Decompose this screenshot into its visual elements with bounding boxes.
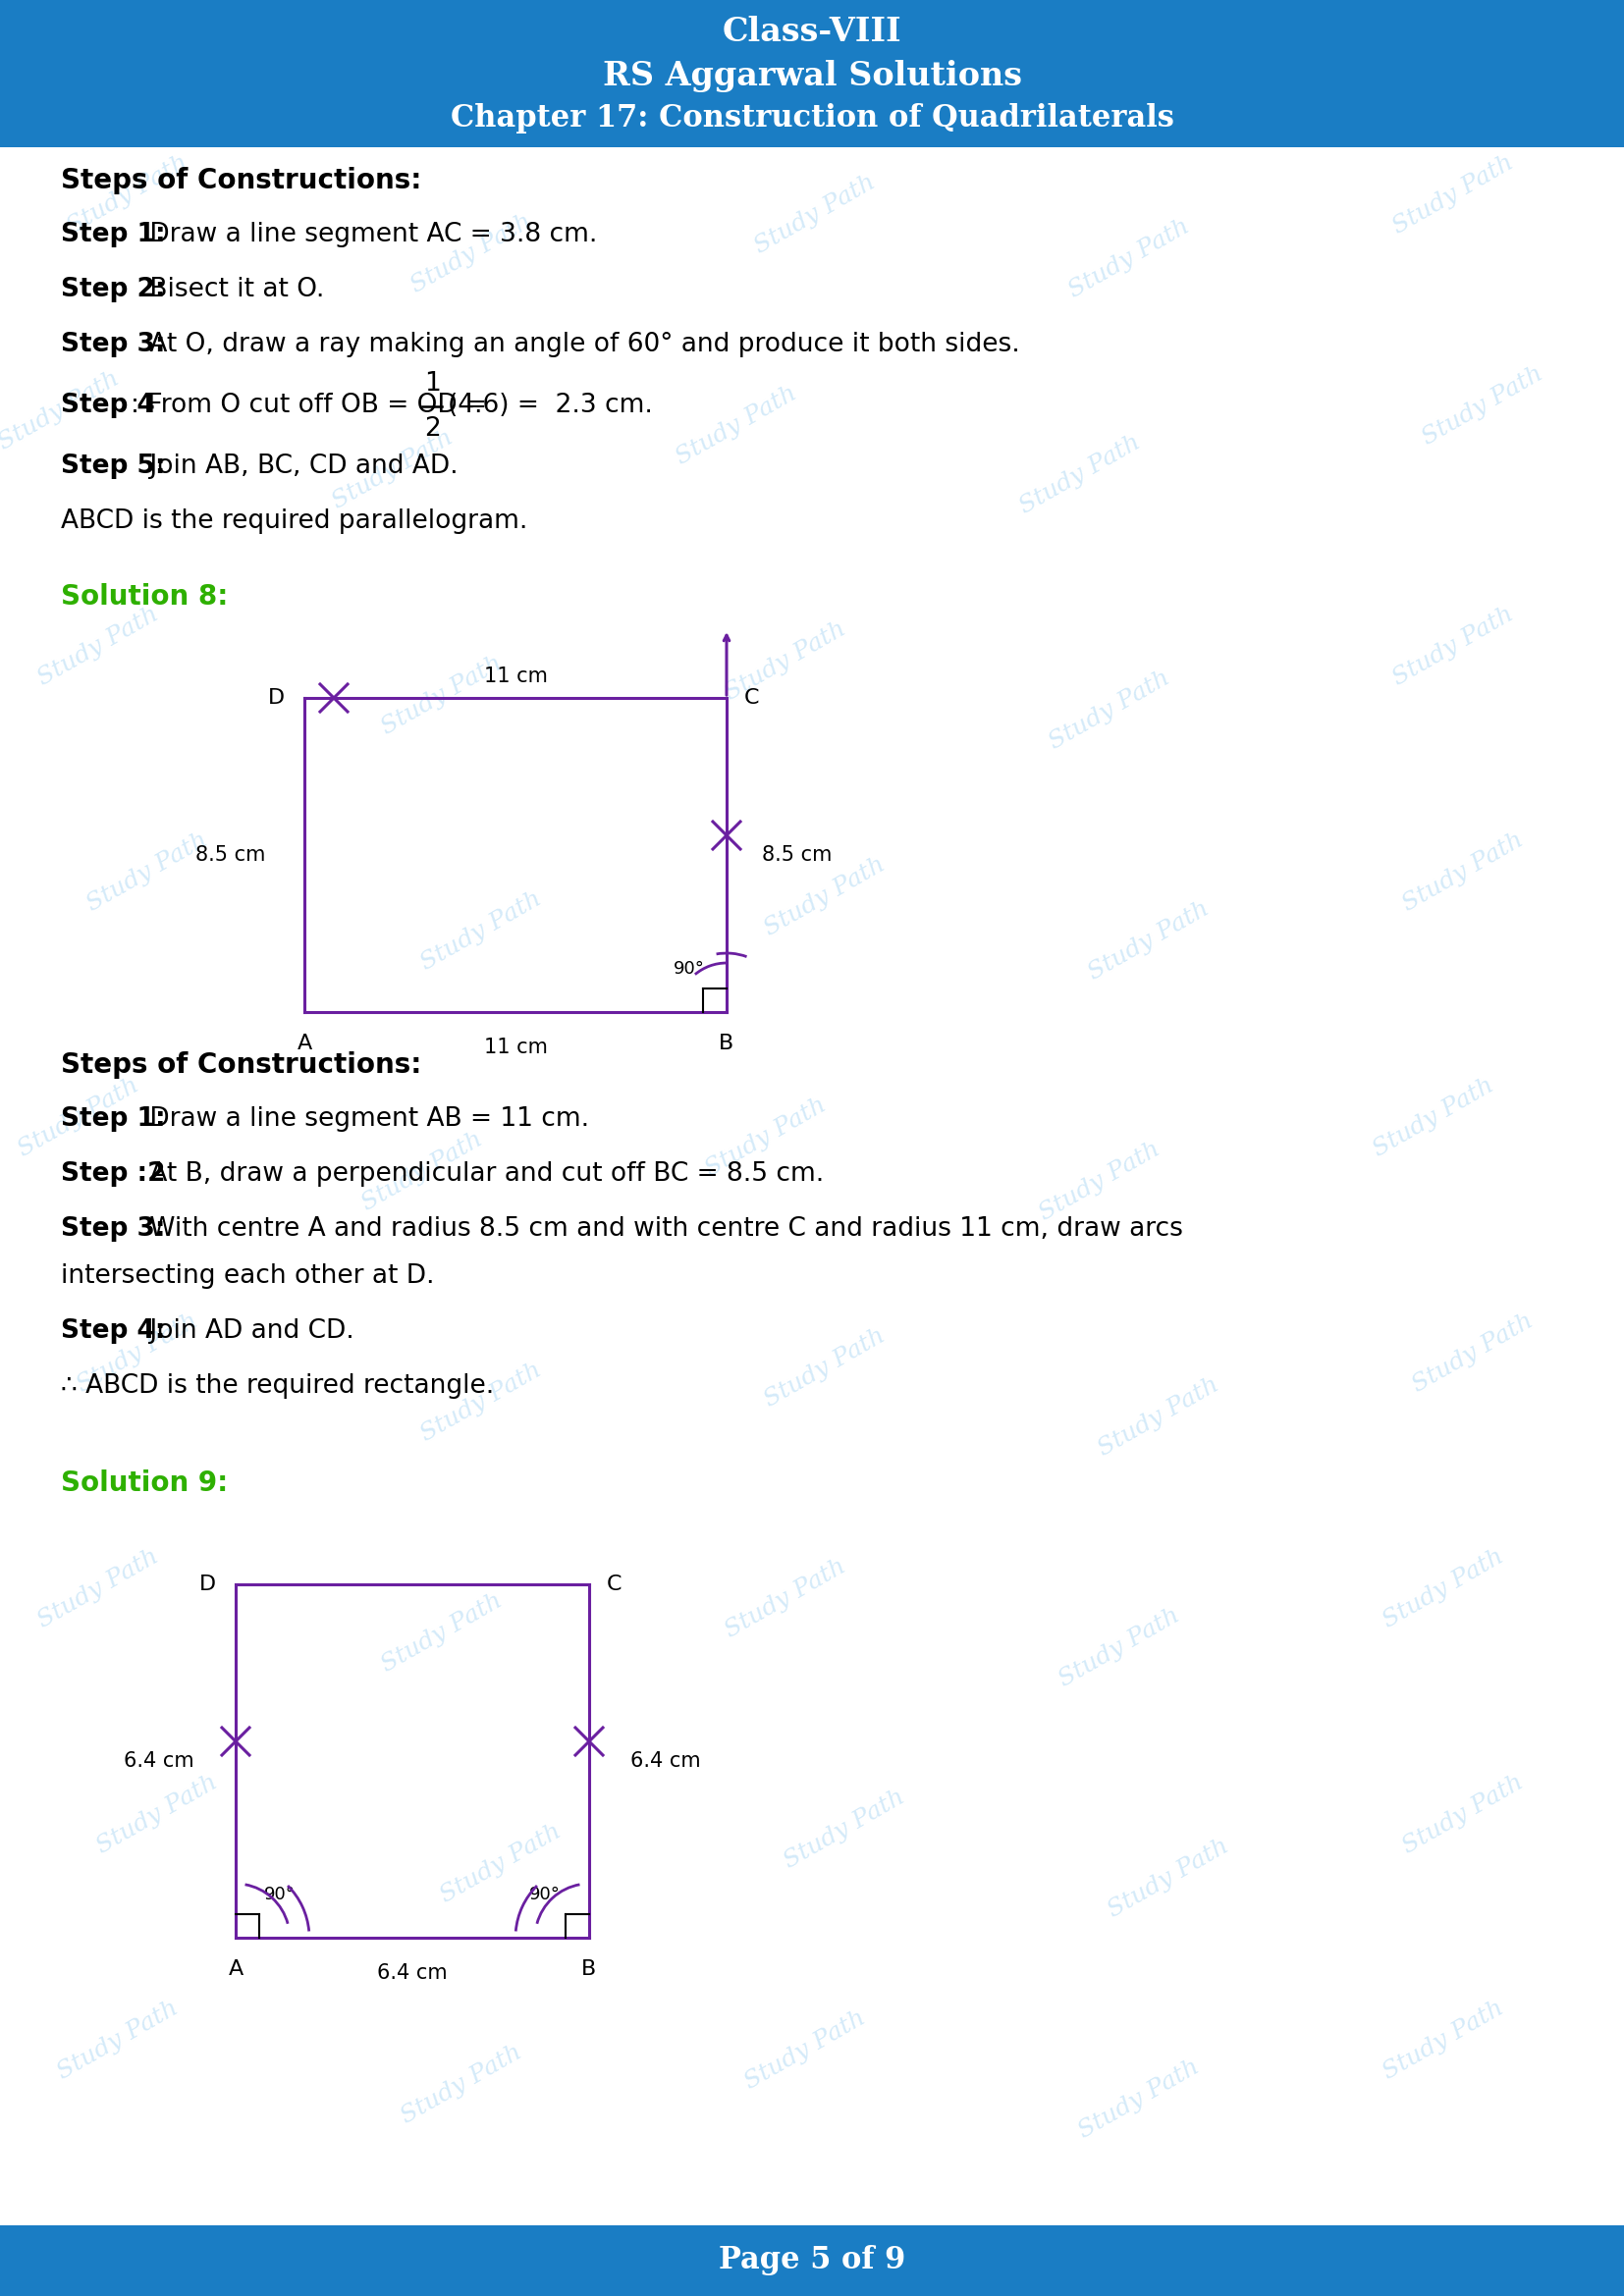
Text: B: B xyxy=(719,1033,734,1054)
Text: Study Path: Study Path xyxy=(1036,1139,1164,1226)
Text: Study Path: Study Path xyxy=(377,652,507,739)
Text: With centre A and radius 8.5 cm and with centre C and radius 11 cm, draw arcs: With centre A and radius 8.5 cm and with… xyxy=(141,1217,1184,1242)
Text: Study Path: Study Path xyxy=(1046,668,1174,755)
Bar xyxy=(0,2225,1624,2296)
Text: Page 5 of 9: Page 5 of 9 xyxy=(718,2245,906,2275)
Text: Step 3:: Step 3: xyxy=(60,1217,166,1242)
Text: Study Path: Study Path xyxy=(417,889,546,976)
Text: Study Path: Study Path xyxy=(1104,1835,1233,1922)
Text: At B, draw a perpendicular and cut off BC = 8.5 cm.: At B, draw a perpendicular and cut off B… xyxy=(141,1162,825,1187)
Text: A: A xyxy=(297,1033,312,1054)
Text: Draw a line segment AB = 11 cm.: Draw a line segment AB = 11 cm. xyxy=(141,1107,590,1132)
Text: 1: 1 xyxy=(424,372,440,397)
Text: Solution 8:: Solution 8: xyxy=(60,583,227,611)
Text: Study Path: Study Path xyxy=(1418,363,1548,450)
Text: Study Path: Study Path xyxy=(780,1786,909,1874)
Text: Study Path: Study Path xyxy=(721,1554,849,1642)
Text: B: B xyxy=(581,1958,596,1979)
Text: Step :2: Step :2 xyxy=(60,1162,166,1187)
Text: Study Path: Study Path xyxy=(1015,432,1145,519)
Text: Study Path: Study Path xyxy=(1085,898,1213,985)
Text: Study Path: Study Path xyxy=(1389,604,1517,691)
Text: 2: 2 xyxy=(424,416,440,441)
Text: Study Path: Study Path xyxy=(377,1589,507,1676)
Text: Study Path: Study Path xyxy=(437,1821,565,1908)
Text: Study Path: Study Path xyxy=(741,2007,869,2094)
Text: Step 4:: Step 4: xyxy=(60,1318,166,1343)
Text: Study Path: Study Path xyxy=(760,854,888,941)
Text: Step 2:: Step 2: xyxy=(60,278,166,303)
Text: D: D xyxy=(268,689,284,707)
Text: 90°: 90° xyxy=(674,960,705,978)
Text: Study Path: Study Path xyxy=(702,1093,830,1182)
Text: Study Path: Study Path xyxy=(398,2041,526,2128)
Bar xyxy=(0,0,1624,147)
Text: Study Path: Study Path xyxy=(54,1998,182,2085)
Text: Study Path: Study Path xyxy=(0,367,123,455)
Text: Study Path: Study Path xyxy=(73,1311,201,1398)
Text: Study Path: Study Path xyxy=(750,172,879,259)
Text: 8.5 cm: 8.5 cm xyxy=(197,845,266,866)
Text: Study Path: Study Path xyxy=(1065,216,1194,303)
Text: A: A xyxy=(227,1958,244,1979)
Text: C: C xyxy=(607,1575,622,1593)
Text: 6.4 cm: 6.4 cm xyxy=(630,1752,702,1770)
Text: Bisect it at O.: Bisect it at O. xyxy=(141,278,325,303)
Text: Step 1:: Step 1: xyxy=(60,223,166,248)
Text: Steps of Constructions:: Steps of Constructions: xyxy=(60,168,422,195)
Text: Study Path: Study Path xyxy=(672,383,801,471)
Text: Steps of Constructions:: Steps of Constructions: xyxy=(60,1052,422,1079)
Text: ABCD is the required parallelogram.: ABCD is the required parallelogram. xyxy=(60,507,528,535)
Text: Step 3:: Step 3: xyxy=(60,333,166,358)
Text: RS Aggarwal Solutions: RS Aggarwal Solutions xyxy=(603,60,1021,92)
Text: Study Path: Study Path xyxy=(1095,1373,1223,1460)
Text: Study Path: Study Path xyxy=(83,829,211,916)
Text: 90°: 90° xyxy=(265,1885,296,1903)
Text: Study Path: Study Path xyxy=(34,604,162,691)
Text: Study Path: Study Path xyxy=(1398,829,1527,916)
Text: Step 4: Step 4 xyxy=(60,393,154,418)
Text: Step 5:: Step 5: xyxy=(60,455,166,480)
Text: Study Path: Study Path xyxy=(1075,2055,1203,2144)
Text: C: C xyxy=(744,689,760,707)
Text: Solution 9:: Solution 9: xyxy=(60,1469,227,1497)
Text: Study Path: Study Path xyxy=(1379,1545,1507,1632)
Text: Step 1:: Step 1: xyxy=(60,1107,166,1132)
Text: (4.6) =  2.3 cm.: (4.6) = 2.3 cm. xyxy=(448,393,653,418)
Text: 8.5 cm: 8.5 cm xyxy=(762,845,833,866)
Text: 11 cm: 11 cm xyxy=(484,666,547,687)
Text: Join AD and CD.: Join AD and CD. xyxy=(141,1318,354,1343)
Text: 6.4 cm: 6.4 cm xyxy=(377,1963,448,1984)
Text: Study Path: Study Path xyxy=(1408,1311,1538,1398)
Text: Study Path: Study Path xyxy=(328,427,456,514)
Text: Study Path: Study Path xyxy=(93,1770,221,1860)
Text: Study Path: Study Path xyxy=(357,1127,487,1215)
Text: Chapter 17: Construction of Quadrilaterals: Chapter 17: Construction of Quadrilatera… xyxy=(450,103,1174,133)
Text: 6.4 cm: 6.4 cm xyxy=(123,1752,195,1770)
Text: Study Path: Study Path xyxy=(1398,1770,1527,1860)
Text: Study Path: Study Path xyxy=(408,211,536,298)
Text: Draw a line segment AC = 3.8 cm.: Draw a line segment AC = 3.8 cm. xyxy=(141,223,598,248)
Text: intersecting each other at D.: intersecting each other at D. xyxy=(60,1263,435,1288)
Text: Study Path: Study Path xyxy=(15,1075,143,1162)
Text: At O, draw a ray making an angle of 60° and produce it both sides.: At O, draw a ray making an angle of 60° … xyxy=(141,333,1020,358)
Text: Study Path: Study Path xyxy=(1389,152,1517,239)
Text: 11 cm: 11 cm xyxy=(484,1038,547,1056)
Text: Class-VIII: Class-VIII xyxy=(723,16,901,48)
Text: D: D xyxy=(200,1575,216,1593)
Text: Study Path: Study Path xyxy=(34,1545,162,1632)
Text: Study Path: Study Path xyxy=(721,618,849,705)
Text: Study Path: Study Path xyxy=(1369,1075,1497,1162)
Text: Join AB, BC, CD and AD.: Join AB, BC, CD and AD. xyxy=(141,455,458,480)
Text: Study Path: Study Path xyxy=(417,1359,546,1446)
Text: Study Path: Study Path xyxy=(1379,1998,1507,2085)
Text: 90°: 90° xyxy=(529,1885,560,1903)
Text: Study Path: Study Path xyxy=(1056,1605,1184,1692)
Text: Study Path: Study Path xyxy=(760,1325,888,1412)
Text: ∴ ABCD is the required rectangle.: ∴ ABCD is the required rectangle. xyxy=(60,1373,494,1398)
Text: : From O cut off OB = OD =: : From O cut off OB = OD = xyxy=(130,393,495,418)
Text: Study Path: Study Path xyxy=(63,152,192,239)
